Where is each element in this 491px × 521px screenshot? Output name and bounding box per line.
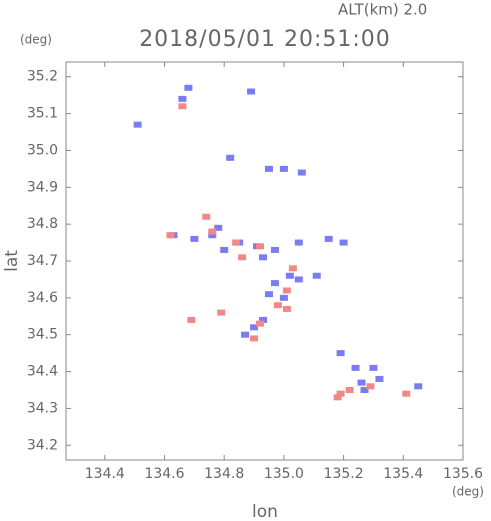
echo-cell <box>232 239 241 246</box>
echo-cell <box>297 169 306 176</box>
x-tick-label: 134.8 <box>204 466 244 482</box>
echo-cell <box>336 390 345 397</box>
echo-cell <box>282 287 291 294</box>
x-tick-label: 135.2 <box>324 466 364 482</box>
echo-cell <box>256 320 265 327</box>
echo-cell <box>259 316 268 323</box>
echo-cell <box>178 95 187 102</box>
y-tick-label: 35.2 <box>27 69 58 85</box>
chart-subtitle: ALT(km) 2.0 <box>338 1 427 19</box>
echo-cell <box>324 235 333 242</box>
echo-cell <box>294 239 303 246</box>
x-axis-title: lon <box>252 502 278 521</box>
y-axis-title: lat <box>2 250 22 272</box>
x-unit: (deg) <box>452 485 484 499</box>
echo-cell <box>133 121 142 128</box>
x-tick-label: 134.6 <box>144 466 184 482</box>
echo-cell <box>241 331 250 338</box>
echo-cell <box>270 280 279 287</box>
echo-cell <box>333 394 342 401</box>
echo-cell <box>285 272 294 279</box>
echo-cell <box>345 386 354 393</box>
echo-cell <box>294 276 303 283</box>
y-tick-label: 35.0 <box>27 142 58 158</box>
echo-cell <box>217 309 226 316</box>
x-tick-label: 135.0 <box>264 466 304 482</box>
echo-cell <box>288 265 297 272</box>
chart-title: 2018/05/01 20:51:00 <box>139 27 391 52</box>
echo-cell <box>184 84 193 91</box>
x-tick-label: 135.6 <box>443 466 483 482</box>
echo-cell <box>312 272 321 279</box>
plot-frame <box>65 61 464 461</box>
echo-cell <box>190 235 199 242</box>
echo-cell <box>220 246 229 253</box>
echo-cell <box>369 364 378 371</box>
echo-cell <box>214 224 223 231</box>
y-tick-label: 34.8 <box>27 216 58 232</box>
echo-cell <box>282 305 291 312</box>
echo-cell <box>279 165 288 172</box>
echo-cell <box>178 103 187 110</box>
y-tick-label: 34.3 <box>27 400 58 416</box>
y-tick-label: 34.5 <box>27 327 58 343</box>
echo-cell <box>270 246 279 253</box>
echo-cell <box>336 350 345 357</box>
echo-cell <box>414 383 423 390</box>
x-tick-label: 134.4 <box>85 466 125 482</box>
echo-cell <box>250 324 259 331</box>
echo-cell <box>264 165 273 172</box>
y-tick-label: 34.7 <box>27 253 58 269</box>
echo-cell <box>250 335 259 342</box>
echo-cell <box>357 379 366 386</box>
echo-cell <box>259 254 268 261</box>
echo-cell <box>208 232 217 239</box>
echo-cell <box>202 213 211 220</box>
x-tick-label: 135.4 <box>383 466 423 482</box>
echo-cell <box>366 383 375 390</box>
y-tick-label: 34.4 <box>27 364 58 380</box>
echo-cell <box>360 386 369 393</box>
echo-cell <box>247 88 256 95</box>
y-tick-label: 35.1 <box>27 106 58 122</box>
echo-cell <box>402 390 411 397</box>
echo-cell <box>339 239 348 246</box>
echo-cell <box>279 294 288 301</box>
echo-cell <box>273 302 282 309</box>
echo-cell <box>375 375 384 382</box>
y-unit: (deg) <box>20 33 52 47</box>
y-tick-label: 34.9 <box>27 179 58 195</box>
echo-cell <box>187 316 196 323</box>
echo-cell <box>351 364 360 371</box>
y-tick-label: 34.2 <box>27 437 58 453</box>
echo-cell <box>238 254 247 261</box>
echo-cell <box>256 243 265 250</box>
echo-cell <box>226 154 235 161</box>
y-tick-label: 34.6 <box>27 290 58 306</box>
echo-cell <box>264 291 273 298</box>
echo-cell <box>166 232 175 239</box>
echo-cell <box>208 228 217 235</box>
